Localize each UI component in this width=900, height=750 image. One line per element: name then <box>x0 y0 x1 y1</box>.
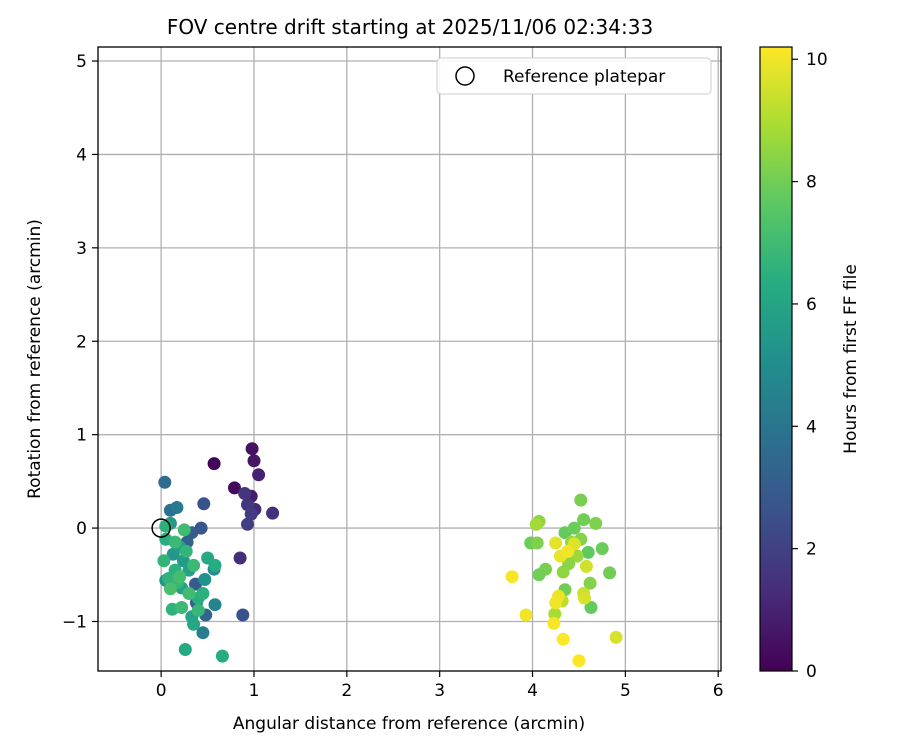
data-point <box>215 649 229 663</box>
data-point <box>603 566 617 580</box>
data-point <box>236 608 250 622</box>
data-point <box>158 475 172 489</box>
x-tick-label: 0 <box>156 681 167 701</box>
data-point <box>178 643 192 656</box>
y-tick-label: −1 <box>62 612 87 632</box>
x-tick-label: 2 <box>341 681 352 701</box>
data-point <box>589 516 603 530</box>
reference-marker <box>151 518 171 538</box>
data-point <box>179 544 193 558</box>
data-point <box>562 557 576 571</box>
data-point <box>245 442 259 456</box>
data-point <box>252 468 266 482</box>
data-point <box>191 603 205 617</box>
data-point <box>548 607 562 621</box>
data-point <box>208 598 222 612</box>
colorbar-tick-label: 0 <box>806 662 817 682</box>
colorbar-ticks: 0 2 4 6 8 10 <box>792 50 828 682</box>
data-point <box>196 626 210 640</box>
y-axis-label: Rotation from reference (arcmin) <box>25 219 45 499</box>
data-point <box>238 487 252 500</box>
colorbar-tick-label: 10 <box>806 50 828 70</box>
data-point <box>581 545 595 559</box>
y-tick-label: 2 <box>76 332 87 352</box>
data-point <box>163 582 177 596</box>
data-point <box>549 536 563 550</box>
data-point <box>547 616 561 630</box>
data-points <box>157 442 623 668</box>
data-point <box>579 559 593 573</box>
data-point <box>609 630 623 644</box>
colorbar-tick-label: 4 <box>806 417 817 437</box>
data-point <box>561 544 575 558</box>
y-tick-label: 4 <box>76 145 87 165</box>
data-point <box>574 493 588 507</box>
colorbar-gradient <box>759 46 793 672</box>
colorbar-label: Hours from first FF file <box>841 264 861 454</box>
data-point <box>584 601 598 614</box>
data-point <box>187 558 201 572</box>
data-point <box>505 570 519 584</box>
data-point <box>530 536 544 550</box>
data-point <box>583 576 597 590</box>
data-point <box>578 591 591 605</box>
data-point <box>177 523 191 537</box>
data-point <box>529 517 543 531</box>
x-tick-label: 3 <box>434 681 445 701</box>
data-point <box>577 513 591 527</box>
data-point <box>173 570 187 584</box>
data-point <box>549 596 563 610</box>
plot-frame <box>97 46 722 672</box>
x-tick-label: 1 <box>249 681 260 701</box>
x-axis-ticks: 0 1 2 3 4 5 6 <box>156 671 724 701</box>
data-point <box>197 497 211 511</box>
data-point <box>556 632 570 646</box>
data-point <box>198 573 212 586</box>
data-point <box>595 542 609 556</box>
data-point <box>187 617 201 631</box>
data-point <box>170 501 184 514</box>
legend: Reference platepar <box>436 57 712 95</box>
data-point <box>175 601 189 614</box>
data-point <box>241 517 254 531</box>
x-axis-label: Angular distance from reference (arcmin) <box>233 714 585 734</box>
data-point <box>233 551 247 565</box>
legend-box <box>436 57 712 95</box>
x-tick-label: 5 <box>620 681 631 701</box>
colorbar-tick-label: 8 <box>806 173 817 193</box>
data-point <box>157 554 171 568</box>
data-point <box>519 608 533 622</box>
x-tick-label: 6 <box>713 681 724 701</box>
colorbar-tick-label: 6 <box>806 295 817 315</box>
x-tick-label: 4 <box>527 681 538 701</box>
data-point <box>228 481 241 495</box>
legend-marker <box>455 66 475 86</box>
chart-title: FOV centre drift starting at 2025/11/06 … <box>167 15 653 39</box>
y-tick-label: 3 <box>76 239 87 259</box>
y-tick-label: 1 <box>76 426 87 446</box>
data-point <box>168 535 182 549</box>
data-point <box>208 558 222 572</box>
data-point <box>572 654 586 668</box>
data-point <box>207 457 221 471</box>
data-point <box>244 507 258 521</box>
colorbar: 0 2 4 6 8 10 Hours from first FF file <box>759 46 861 682</box>
y-tick-label: 5 <box>76 52 87 72</box>
data-point <box>182 587 196 600</box>
data-point <box>266 506 280 520</box>
y-axis-ticks: −1 0 1 2 3 4 5 <box>62 52 98 632</box>
y-tick-label: 0 <box>76 519 87 539</box>
legend-label: Reference platepar <box>503 67 665 87</box>
data-point <box>567 521 581 535</box>
data-point <box>196 587 210 600</box>
data-point <box>532 568 546 582</box>
data-point <box>247 454 261 468</box>
colorbar-tick-label: 2 <box>806 540 817 560</box>
grid-lines <box>98 47 721 671</box>
